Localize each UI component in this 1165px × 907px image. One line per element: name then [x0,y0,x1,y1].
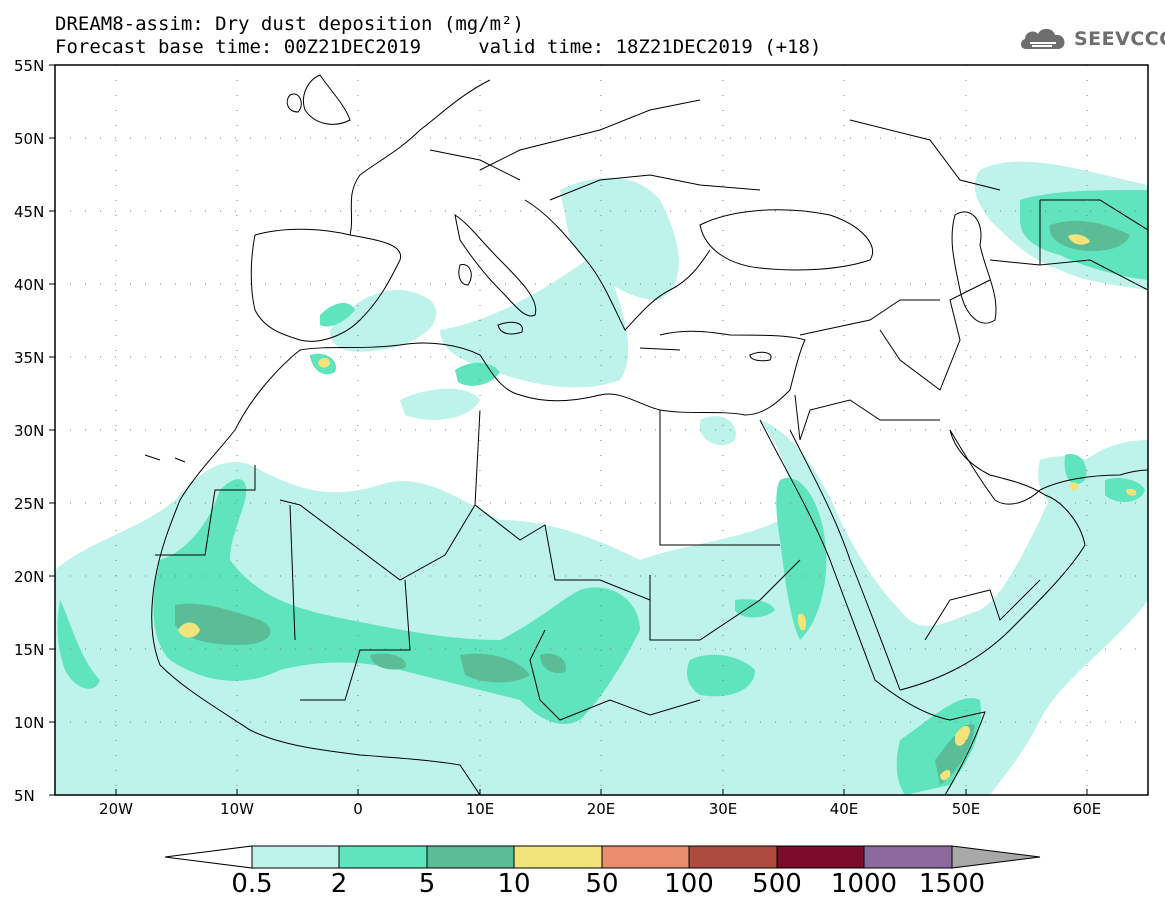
colorbar-high-arrow [951,845,1041,869]
colorbar-low-arrow [164,845,253,869]
colorbar-swatch [426,845,515,869]
colorbar-swatch [513,845,603,869]
lon-label: 30E [708,800,738,818]
coastlines [144,74,1148,795]
lat-label: 35N [14,349,45,367]
lat-label: 30N [14,422,45,440]
lon-label: 20W [99,800,133,818]
lat-label: 5N [14,787,35,805]
lat-label: 10N [14,714,45,732]
lat-label: 45N [14,203,45,221]
lon-label: 0 [353,800,363,818]
lat-label: 20N [14,568,45,586]
lon-label: 20E [586,800,616,818]
colorbar [164,845,1041,869]
colorbar-label: 5 [418,869,436,899]
lat-label: 40N [14,276,45,294]
forecast-time-subtitle: Forecast base time: 00Z21DEC2019 valid t… [55,36,822,58]
colorbar-label: 1000 [830,869,898,899]
colorbar-label: 500 [752,869,802,899]
lat-label: 50N [14,130,45,148]
colorbar-label: 1500 [918,869,986,899]
logo-text: SEEVCCC [1074,28,1165,50]
colorbar-label: 100 [664,869,714,899]
axis-ticks [49,64,1088,796]
colorbar-label: 2 [330,869,348,899]
colorbar-swatch [338,845,428,869]
map-title: DREAM8-assim: Dry dust deposition (mg/m²… [55,13,524,35]
lon-label: 40E [829,800,859,818]
lon-label: 60E [1072,800,1102,818]
colorbar-swatch [251,845,340,869]
colorbar-label: 50 [585,869,619,899]
dust-fields [55,161,1148,795]
colorbar-label: 10 [497,869,531,899]
colorbar-swatch [688,845,778,869]
lon-label: 50E [951,800,981,818]
colorbar-swatch [601,845,690,869]
colorbar-swatch [863,845,953,869]
colorbar-swatch [776,845,865,869]
cloud-logo-icon [1020,28,1065,49]
lat-label: 15N [14,641,45,659]
seevccc-logo: SEEVCCC [1018,23,1165,55]
lon-label: 10W [220,800,254,818]
colorbar-label: 0.5 [231,869,273,899]
lat-label: 25N [14,495,45,513]
lat-label: 55N [14,57,45,75]
lon-label: 10E [465,800,495,818]
